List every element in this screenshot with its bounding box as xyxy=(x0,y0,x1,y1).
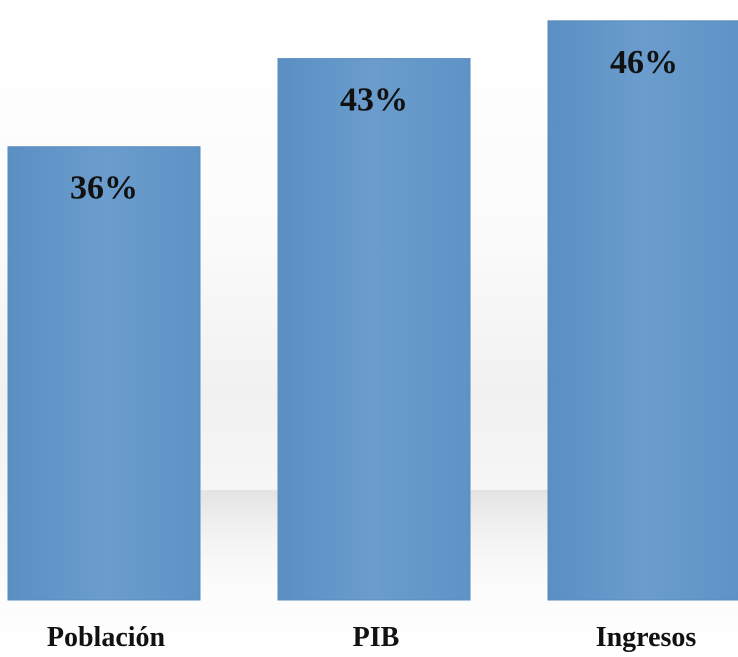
bars xyxy=(7,20,738,601)
data-label: 46% xyxy=(610,44,678,81)
bar-poblacion xyxy=(7,146,201,601)
category-label: Población xyxy=(47,622,166,653)
bar-pib xyxy=(277,58,471,601)
data-label: 36% xyxy=(70,170,138,207)
category-label: Ingresos xyxy=(596,622,697,653)
data-label: 43% xyxy=(340,82,408,119)
value-labels: 36% 43% 46% xyxy=(70,44,678,207)
bar-ingresos xyxy=(547,20,738,601)
category-labels: Población PIB Ingresos xyxy=(47,622,697,653)
category-label: PIB xyxy=(353,622,400,653)
